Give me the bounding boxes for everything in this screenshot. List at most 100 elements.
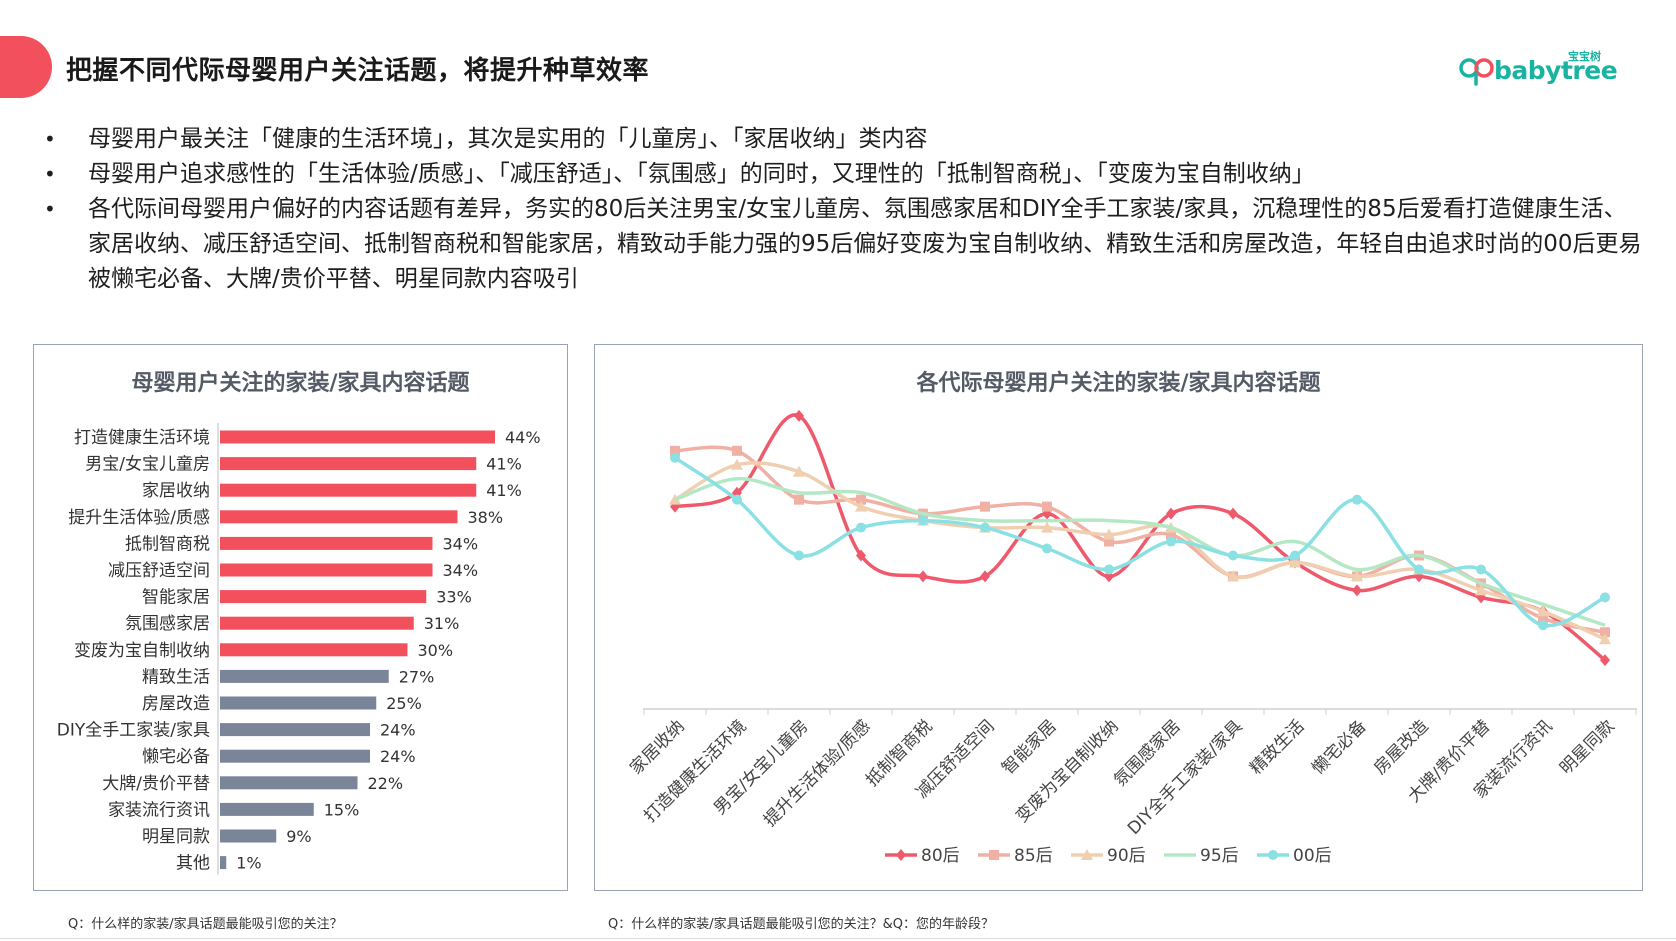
bar-value-label: 34%: [443, 561, 479, 580]
series-point: [1166, 529, 1176, 540]
bullet-item: • 母婴用户追求感性的「生活体验/质感」、「减压舒适」、「氛围感」的同时，又理性的…: [44, 157, 1644, 192]
bar-value-label: 25%: [386, 694, 422, 713]
x-tick-label: 明星同款: [1556, 716, 1618, 778]
bar-chart-panel: 母婴用户关注的家装/家具内容话题 打造健康生活环境 44% 男宝/女宝儿童房 41% 家…: [33, 344, 568, 891]
legend-label: 00后: [1293, 846, 1332, 866]
x-tick-label: 懒宅必备: [1308, 716, 1370, 778]
bar-category-label: 家居收纳: [142, 481, 210, 501]
bar-category-label: 家装流行资讯: [108, 800, 210, 820]
bar: [220, 430, 495, 444]
bullet-text: 母婴用户最关注「健康的生活环境」，其次是实用的「儿童房」、「家居收纳」类内容: [88, 126, 928, 152]
series-point: [980, 501, 990, 512]
bar-category-label: 精致生活: [142, 667, 210, 687]
series-point: [1228, 507, 1238, 520]
bar: [220, 536, 433, 550]
series-point: [1042, 543, 1052, 554]
legend-marker: [1081, 849, 1093, 860]
bar-value-label: 44%: [505, 428, 541, 447]
bar: [220, 802, 314, 816]
series-point: [1290, 550, 1300, 561]
bar: [220, 696, 377, 710]
series-point: [794, 550, 804, 561]
legend-marker: [896, 849, 906, 861]
series-point: [1166, 507, 1176, 520]
bar: [220, 776, 358, 790]
bullet-text: 母婴用户追求感性的「生活体验/质感」、「减压舒适」、「氛围感」的同时，又理性的「…: [88, 161, 1315, 187]
bar: [220, 749, 370, 763]
series-point: [855, 500, 867, 512]
series-point: [856, 494, 866, 505]
line-chart-title: 各代际母婴用户关注的家装/家具内容话题: [916, 371, 1321, 396]
bar-value-label: 38%: [468, 508, 504, 527]
x-tick-label: 家居收纳: [626, 716, 688, 778]
series-point: [1351, 570, 1363, 582]
series-point: [1538, 613, 1548, 624]
x-tick-label: DIY全手工家装/家具: [1124, 716, 1246, 838]
footnote-right: Q：什么样的家装/家具话题最能吸引您的关注？&Q：您的年龄段？: [608, 917, 994, 932]
legend-label: 95后: [1200, 846, 1239, 866]
bar: [220, 669, 389, 683]
series-point: [670, 452, 680, 463]
bar-value-label: 34%: [443, 534, 479, 553]
series-point: [1041, 521, 1053, 533]
bar-value-label: 22%: [368, 774, 404, 793]
legend-marker: [989, 850, 999, 860]
bar: [220, 457, 477, 471]
bar: [220, 563, 433, 577]
bar-value-label: 27%: [399, 667, 435, 686]
x-tick-label: 智能家居: [998, 716, 1060, 778]
bar-chart-title: 母婴用户关注的家装/家具内容话题: [131, 371, 470, 396]
babytree-logo: babytree 宝宝树: [1458, 48, 1618, 88]
series-point: [1103, 528, 1115, 540]
series-point: [1537, 605, 1549, 617]
page-title: 把握不同代际母婴用户关注话题，将提升种草效率: [66, 56, 650, 86]
logo-text: babytree: [1494, 56, 1618, 85]
bar-value-label: 41%: [486, 455, 522, 474]
bullet-marker: •: [44, 162, 56, 186]
logo-mark-icon: [1459, 58, 1494, 86]
series-point: [794, 409, 804, 422]
bottom-divider: [0, 938, 1676, 939]
bar-value-label: 24%: [380, 747, 416, 766]
bullet-marker: •: [44, 197, 56, 221]
bar: [220, 590, 427, 604]
bullet-text: 各代际间母婴用户偏好的内容话题有差异，务实的80后关注男宝/女宝儿童房、氛围感家…: [88, 196, 1642, 292]
series-point: [1104, 564, 1114, 575]
footnote-left: Q：什么样的家装/家具话题最能吸引您的关注？: [68, 917, 343, 932]
series-point: [918, 570, 928, 583]
bar-category-label: 男宝/女宝儿童房: [85, 455, 210, 475]
series-point: [1475, 584, 1487, 596]
bar-value-label: 24%: [380, 721, 416, 740]
bar-category-label: 明星同款: [142, 827, 210, 847]
series-point: [1228, 550, 1238, 561]
series-point: [670, 445, 680, 456]
bar-category-label: 懒宅必备: [142, 747, 210, 767]
bar-value-label: 1%: [236, 854, 261, 873]
series-line: [674, 456, 1606, 628]
series-point: [732, 494, 742, 505]
legend-marker: [1268, 850, 1278, 860]
series-point: [1538, 620, 1548, 631]
bar: [220, 483, 477, 497]
bar-value-label: 41%: [486, 481, 522, 500]
series-point: [1227, 570, 1239, 582]
bar: [220, 829, 277, 843]
series-point: [1352, 584, 1362, 597]
bar: [220, 616, 414, 630]
bar: [220, 643, 408, 657]
series-point: [980, 522, 990, 533]
bar-category-label: 大牌/贵价平替: [102, 774, 210, 794]
bar-value-label: 31%: [424, 614, 460, 633]
series-point: [1600, 592, 1610, 603]
title-accent-tab: [0, 36, 52, 98]
bar-category-label: DIY全手工家装/家具: [57, 721, 210, 741]
series-point: [1289, 556, 1301, 568]
bar-category-label: 智能家居: [142, 588, 210, 608]
bar-category-label: 提升生活体验/质感: [68, 508, 210, 528]
series-point: [731, 458, 743, 470]
series-point: [1166, 536, 1176, 547]
series-point: [1352, 494, 1362, 505]
bar-chart: 打造健康生活环境 44% 男宝/女宝儿童房 41% 家居收纳 41% 提升生活体验/质感 38…: [57, 423, 541, 875]
line-chart-panel: 各代际母婴用户关注的家装/家具内容话题 家居收纳 打造健康生活环境 男宝/女宝儿童房…: [594, 344, 1643, 891]
logo-cn-text: 宝宝树: [1568, 50, 1601, 63]
